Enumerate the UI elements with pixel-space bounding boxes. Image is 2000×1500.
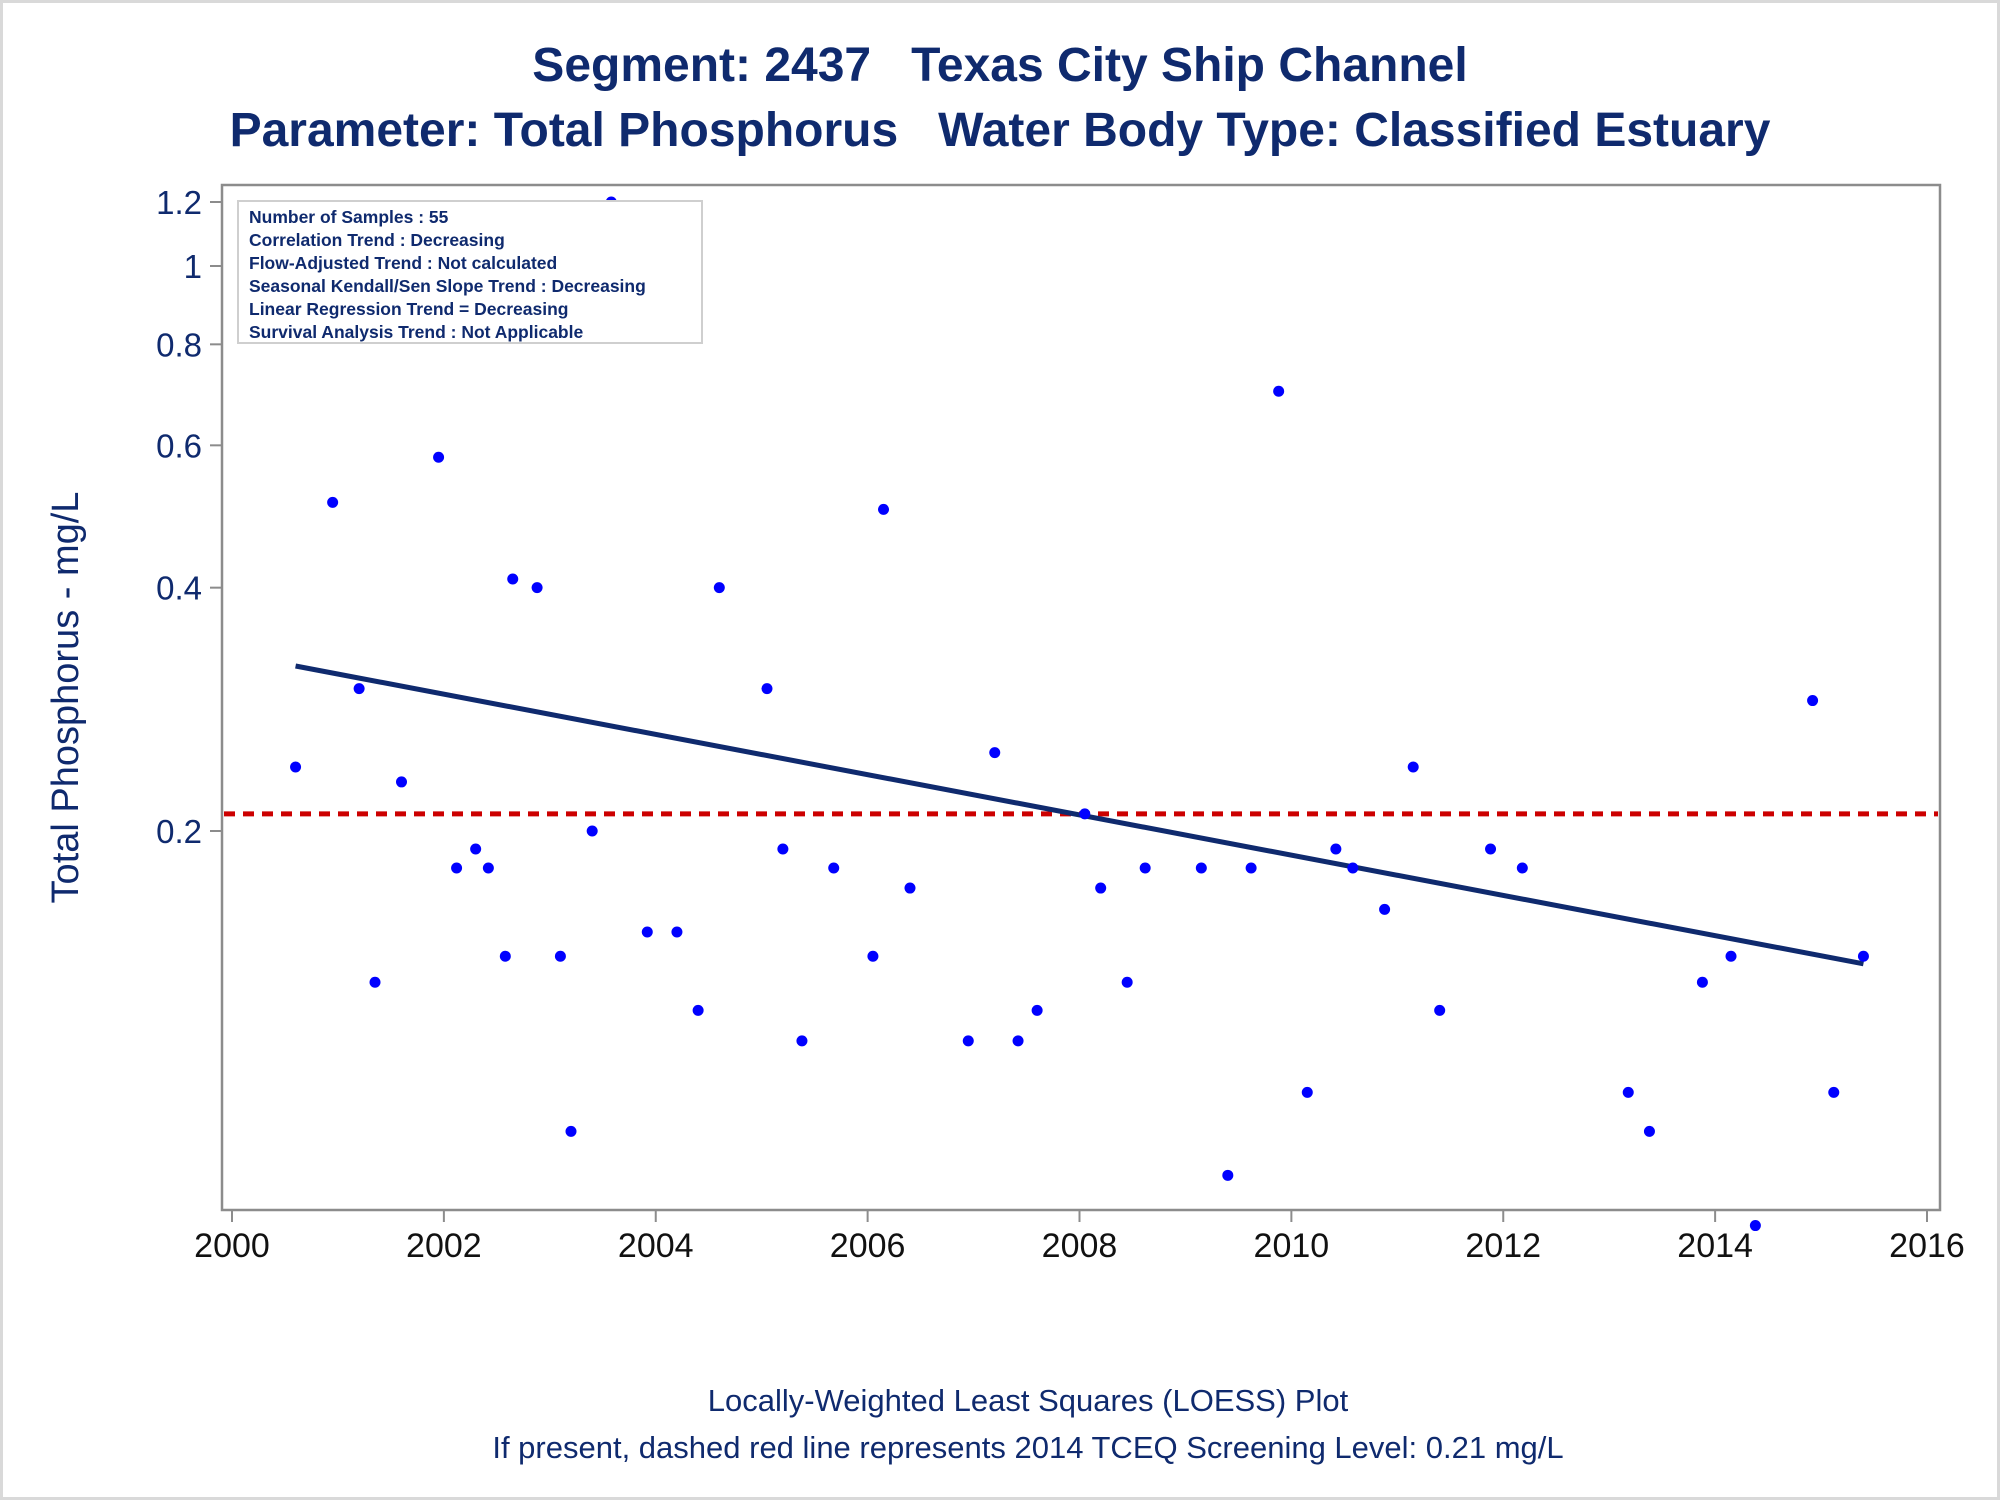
legend-sample-count: Number of Samples : 55 [249, 207, 449, 227]
data-point [1407, 761, 1419, 773]
x-tick-label: 2008 [1042, 1227, 1118, 1265]
footnote-loess: Locally-Weighted Least Squares (LOESS) P… [707, 1383, 1349, 1418]
data-point [713, 582, 725, 594]
chart-subtitle: Parameter: Total Phosphorus Water Body T… [229, 104, 1771, 157]
data-point [692, 1004, 704, 1016]
data-point [499, 950, 511, 962]
x-tick-label: 2014 [1677, 1227, 1753, 1265]
legend-correlation-trend: Correlation Trend : Decreasing [249, 230, 505, 250]
data-point [1643, 1125, 1655, 1137]
data-point [451, 862, 463, 874]
data-point [586, 825, 598, 837]
data-point [796, 1035, 808, 1047]
data-point [327, 496, 339, 508]
data-point [878, 503, 890, 515]
data-point [482, 862, 494, 874]
y-tick-label: 0.6 [156, 427, 202, 464]
data-point [1485, 843, 1497, 855]
data-point [554, 950, 566, 962]
data-point [1347, 862, 1359, 874]
data-point [1379, 903, 1391, 915]
data-point [867, 950, 879, 962]
y-tick-label: 1 [184, 248, 202, 285]
data-point [1012, 1035, 1024, 1047]
data-point [1095, 882, 1107, 894]
y-tick-label: 1.2 [156, 184, 202, 221]
data-point [1434, 1004, 1446, 1016]
x-tick-label: 2000 [194, 1227, 270, 1265]
data-point [1696, 976, 1708, 988]
chart-title: Segment: 2437 Texas City Ship Channel [532, 39, 1468, 92]
legend-survival-analysis-trend: Survival Analysis Trend : Not Applicable [249, 322, 584, 342]
data-point [1031, 1004, 1043, 1016]
data-point [1245, 862, 1257, 874]
data-point [1725, 950, 1737, 962]
data-point [470, 843, 482, 855]
legend-flow-adjusted-trend: Flow-Adjusted Trend : Not calculated [249, 253, 558, 273]
data-point [507, 573, 519, 585]
y-tick-label: 0.2 [156, 813, 202, 850]
legend-seasonal-kendall-trend: Seasonal Kendall/Sen Slope Trend : Decre… [249, 276, 646, 296]
data-point [1828, 1086, 1840, 1098]
data-point [828, 862, 840, 874]
data-point [1121, 976, 1133, 988]
data-point [1079, 808, 1091, 820]
data-point [565, 1125, 577, 1137]
data-point [396, 776, 407, 788]
y-tick-label: 0.4 [156, 570, 202, 607]
data-point [290, 761, 302, 773]
data-point [1139, 862, 1151, 874]
data-point [641, 926, 653, 938]
data-point [369, 976, 381, 988]
trend-summary-legend: Number of Samples : 55 Correlation Trend… [237, 200, 703, 344]
data-point [1222, 1169, 1234, 1181]
x-tick-label: 2006 [830, 1227, 906, 1265]
data-point [1622, 1086, 1634, 1098]
data-point [1330, 843, 1342, 855]
x-tick-label: 2016 [1889, 1227, 1965, 1265]
data-point [989, 747, 1001, 759]
y-axis-label: Total Phosphorus - mg/L [45, 492, 87, 904]
data-point [1857, 950, 1869, 962]
data-point [1195, 862, 1207, 874]
data-point [1273, 385, 1285, 397]
data-point [962, 1035, 974, 1047]
legend-linear-regression-trend: Linear Regression Trend = Decreasing [249, 299, 569, 319]
data-point [777, 843, 789, 855]
data-point [671, 926, 683, 938]
data-point [1807, 695, 1819, 707]
data-point [1749, 1220, 1761, 1232]
footnote-screening-level: If present, dashed red line represents 2… [492, 1430, 1564, 1465]
x-tick-label: 2004 [618, 1227, 694, 1265]
data-point [353, 683, 365, 695]
data-point [1516, 862, 1528, 874]
x-tick-label: 2010 [1254, 1227, 1330, 1265]
data-point [433, 451, 445, 463]
x-tick-label: 2012 [1465, 1227, 1541, 1265]
data-point [761, 683, 773, 695]
plot-area-border [220, 183, 1942, 1212]
data-point [531, 582, 543, 594]
x-tick-label: 2002 [406, 1227, 482, 1265]
data-point [904, 882, 916, 894]
data-point [1301, 1086, 1313, 1098]
y-tick-label: 0.8 [156, 326, 202, 363]
